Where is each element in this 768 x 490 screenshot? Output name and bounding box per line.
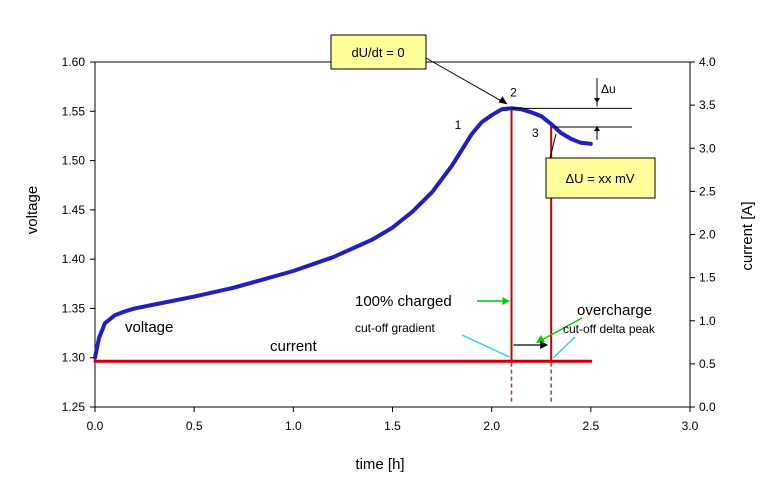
y-tick-label: 1.40 bbox=[62, 252, 86, 266]
series-line-voltage bbox=[93, 106, 593, 360]
y-tick-label: 1.45 bbox=[62, 203, 86, 217]
y-tick-label: 1.25 bbox=[62, 400, 86, 414]
y2-tick-label: 3.5 bbox=[699, 98, 716, 112]
y-tick-label: 1.50 bbox=[62, 154, 86, 168]
y-tick-label: 1.35 bbox=[62, 301, 86, 315]
annotations: 1 2 3 voltage current Δu dU/dt = 0 ΔU = xx mV 10… bbox=[125, 34, 656, 359]
y2-tick-label: 3.0 bbox=[699, 141, 716, 155]
tick-labels: 0.0 0.5 1.0 1.5 2.0 2.5 3.0 1.25 1.30 1.35 1.40 1.4… bbox=[62, 55, 716, 433]
dudt-pointer bbox=[425, 57, 506, 104]
cutoff-delta-label: cut-off delta peak bbox=[563, 322, 656, 336]
voltage-series-label: voltage bbox=[125, 319, 173, 336]
y2-axis-label: current [A] bbox=[739, 201, 756, 270]
y2-tick-label: 1.5 bbox=[699, 271, 716, 285]
delta-u-box-text: ΔU = xx mV bbox=[566, 171, 635, 186]
delta-u-box bbox=[545, 157, 656, 199]
progress-arrowhead bbox=[540, 341, 549, 349]
y2-tick-label: 1.0 bbox=[699, 314, 716, 328]
delta-u-arrowhead-top bbox=[594, 98, 600, 103]
point-label: 2 bbox=[510, 86, 517, 100]
overcharge-label: overcharge bbox=[577, 302, 652, 319]
y2-tick-label: 2.0 bbox=[699, 228, 716, 242]
cutoff-gradient-arrow bbox=[461, 334, 510, 358]
y2-tick-label: 4.0 bbox=[699, 55, 716, 69]
y2-tick-label: 0.5 bbox=[699, 357, 716, 371]
dudt-box bbox=[330, 34, 427, 70]
full-charged-arrowhead bbox=[502, 297, 510, 305]
current-series-label: current bbox=[270, 338, 318, 355]
x-tick-label: 2.0 bbox=[483, 419, 500, 433]
x-tick-label: 0.0 bbox=[87, 419, 104, 433]
delta-u-arrowhead-bottom bbox=[594, 126, 600, 131]
series bbox=[93, 106, 593, 363]
dudt-pointer-head bbox=[498, 96, 508, 105]
cutoff-gradient-label: cut-off gradient bbox=[355, 321, 435, 335]
point-label: 1 bbox=[455, 118, 462, 132]
x-tick-label: 0.5 bbox=[186, 419, 203, 433]
x-tick-label: 1.5 bbox=[384, 419, 401, 433]
delta-u-pointer bbox=[549, 133, 557, 159]
y-tick-label: 1.60 bbox=[62, 55, 86, 69]
x-axis-label: time [h] bbox=[355, 456, 404, 473]
y-axis-label: voltage bbox=[24, 186, 41, 234]
x-tick-label: 1.0 bbox=[285, 419, 302, 433]
overcharge-arrowhead bbox=[536, 335, 545, 343]
cutoff-delta-arrow bbox=[552, 336, 576, 359]
full-charged-label: 100% charged bbox=[355, 293, 452, 310]
y-tick-label: 1.55 bbox=[62, 104, 86, 118]
y2-tick-label: 0.0 bbox=[699, 400, 716, 414]
x-tick-label: 2.5 bbox=[582, 419, 599, 433]
point-label: 3 bbox=[532, 126, 539, 140]
overcharge-arrow bbox=[537, 317, 583, 343]
delta-u-small-label: Δu bbox=[601, 82, 616, 96]
dudt-box-text: dU/dt = 0 bbox=[351, 45, 404, 60]
x-tick-label: 3.0 bbox=[682, 419, 699, 433]
y-tick-label: 1.30 bbox=[62, 351, 86, 365]
y2-tick-label: 2.5 bbox=[699, 184, 716, 198]
